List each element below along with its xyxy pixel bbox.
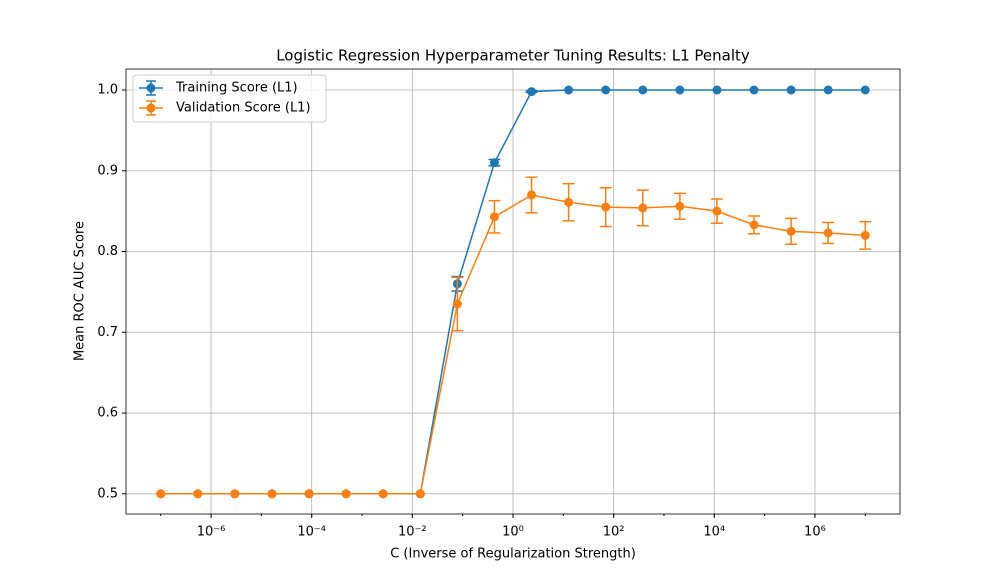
marker	[675, 201, 685, 211]
marker	[564, 197, 574, 207]
marker	[712, 85, 722, 95]
marker	[564, 85, 574, 95]
marker	[527, 87, 537, 97]
marker	[786, 85, 796, 95]
series-line	[160, 194, 866, 495]
marker	[601, 202, 611, 212]
marker	[304, 489, 314, 499]
y-tick-label: 0.9	[97, 163, 118, 178]
y-tick-label: 0.8	[97, 244, 118, 259]
y-tick-label: 0.5	[97, 486, 118, 501]
marker	[415, 489, 425, 499]
marker	[230, 489, 240, 499]
legend-marker	[146, 103, 156, 113]
marker	[489, 158, 499, 168]
marker	[156, 489, 166, 499]
legend-box	[132, 74, 327, 123]
y-tick-label: 0.7	[97, 325, 118, 340]
legend-label: Validation Score (L1)	[176, 101, 311, 116]
marker	[638, 203, 648, 213]
marker	[823, 228, 833, 238]
y-tick-label: 0.6	[97, 406, 118, 421]
marker	[638, 85, 648, 95]
x-tick-label: 10⁴	[703, 525, 725, 540]
x-tick-label: 10⁻⁶	[197, 525, 226, 540]
marker	[675, 85, 685, 95]
marker	[712, 206, 722, 216]
legend-marker	[146, 83, 156, 93]
legend-label: Training Score (L1)	[175, 81, 298, 96]
marker	[527, 190, 537, 200]
x-tick-label: 10⁶	[804, 525, 826, 540]
marker	[452, 299, 462, 309]
x-tick-label: 10⁻²	[398, 525, 427, 540]
marker	[860, 230, 870, 240]
plot-frame	[125, 68, 901, 515]
marker	[786, 226, 796, 236]
marker	[378, 489, 388, 499]
y-tick-label: 1.0	[97, 82, 118, 97]
x-axis-label: C (Inverse of Regularization Strength)	[390, 547, 636, 562]
marker	[749, 220, 759, 230]
marker	[489, 212, 499, 222]
marker	[341, 489, 351, 499]
x-tick-label: 10⁰	[502, 525, 524, 540]
marker	[749, 85, 759, 95]
x-tick-label: 10²	[603, 525, 625, 540]
marker	[860, 85, 870, 95]
y-axis-label: Mean ROC AUC Score	[73, 221, 88, 361]
marker	[267, 489, 277, 499]
marker	[601, 85, 611, 95]
marker	[193, 489, 203, 499]
marker	[823, 85, 833, 95]
chart-title: Logistic Regression Hyperparameter Tunin…	[276, 47, 750, 65]
x-tick-label: 10⁻⁴	[297, 525, 326, 540]
